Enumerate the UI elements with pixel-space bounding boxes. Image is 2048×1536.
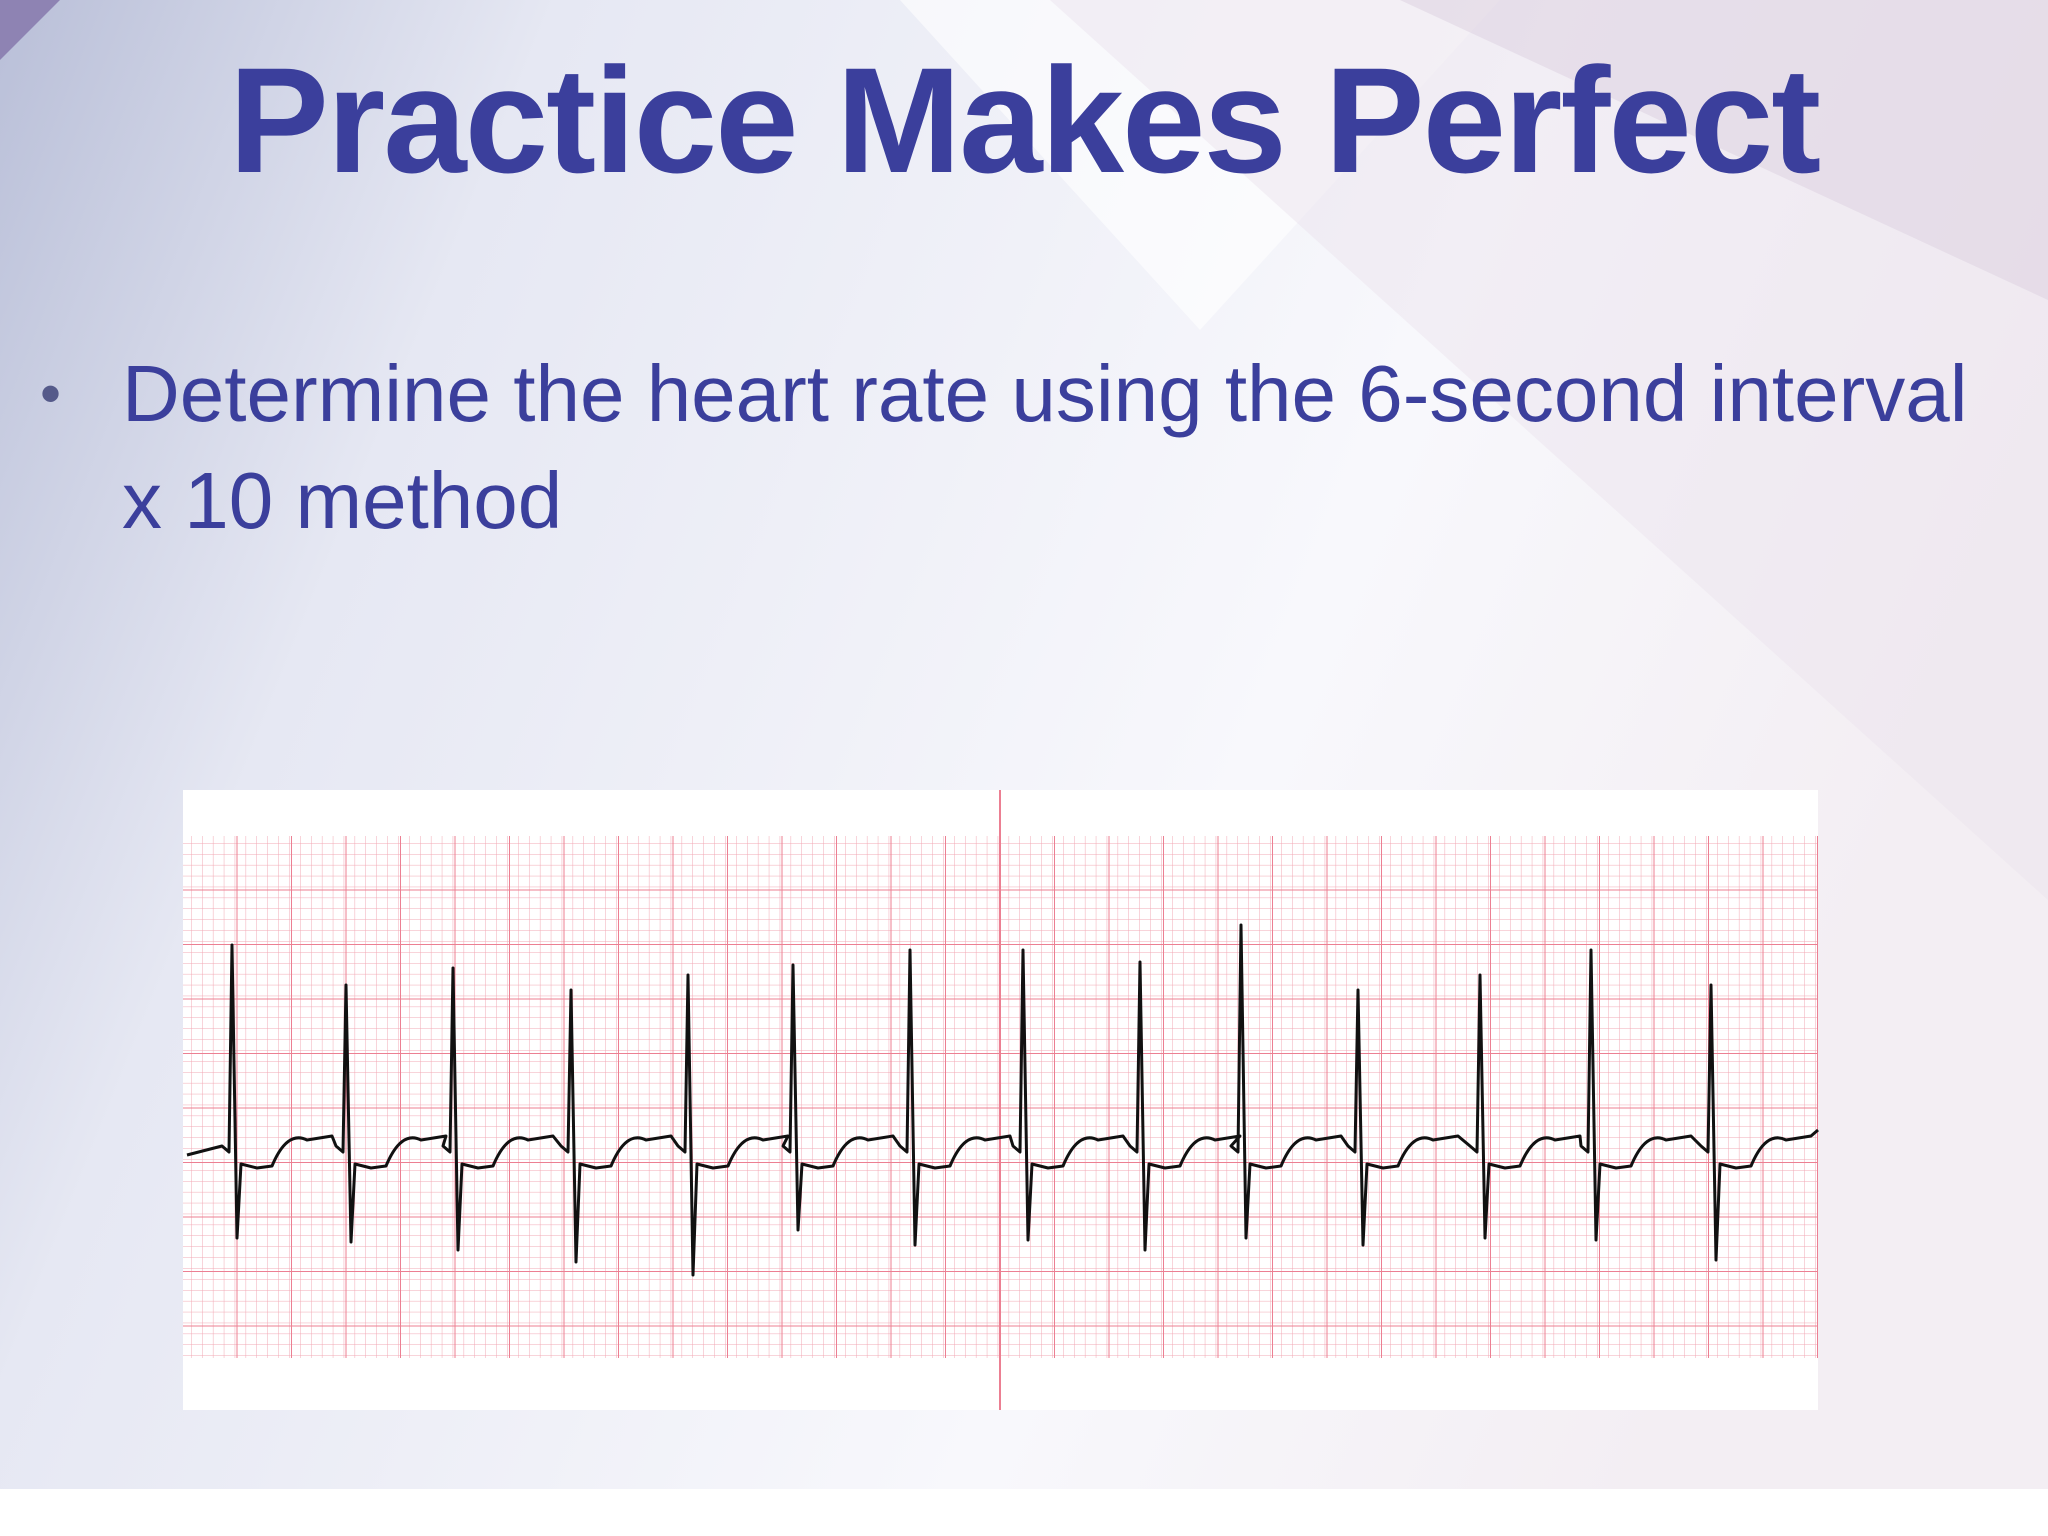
decor-shape [0, 0, 60, 60]
bullet-item: Determine the heart rate using the 6-sec… [40, 340, 2022, 554]
bottom-band [0, 1489, 2048, 1536]
ecg-strip [183, 790, 1819, 1410]
bullet-list: Determine the heart rate using the 6-sec… [40, 340, 2022, 554]
ecg-trace [186, 923, 1819, 1277]
slide-title: Practice Makes Perfect [228, 36, 1821, 204]
decor-shape [1400, 0, 2048, 300]
